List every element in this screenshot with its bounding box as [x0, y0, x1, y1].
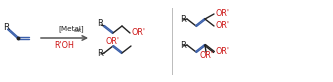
- Text: R: R: [97, 50, 103, 58]
- Text: R: R: [180, 41, 186, 51]
- Text: OR': OR': [215, 47, 229, 56]
- Text: R: R: [180, 15, 186, 25]
- Text: OR': OR': [215, 10, 229, 19]
- Text: OR': OR': [131, 28, 145, 37]
- Text: OR': OR': [106, 37, 120, 46]
- Text: [Metal]: [Metal]: [58, 26, 84, 32]
- Text: OR': OR': [215, 21, 229, 31]
- Text: cat: cat: [74, 28, 82, 33]
- Text: R: R: [3, 22, 9, 31]
- Text: OR': OR': [199, 51, 213, 60]
- Text: R: R: [97, 20, 103, 29]
- Text: R'OH: R'OH: [54, 41, 74, 51]
